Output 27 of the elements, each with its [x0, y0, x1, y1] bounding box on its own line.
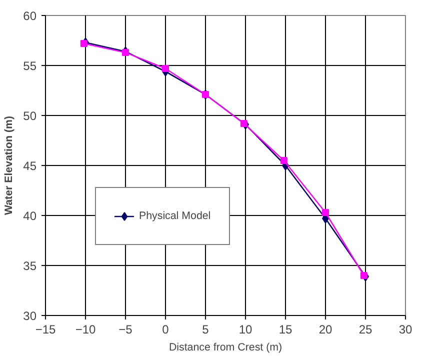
- x-tick-label: 15: [278, 322, 292, 336]
- y-tick-label: 40: [23, 209, 37, 223]
- point: [322, 209, 329, 216]
- y-tick-label: 60: [23, 9, 37, 23]
- point: [240, 120, 248, 127]
- x-axis-title: Distance from Crest (m): [168, 342, 282, 354]
- y-tick-label: 30: [23, 309, 37, 323]
- x-tick-label: 20: [318, 322, 332, 336]
- y-tick-label: 50: [23, 109, 37, 123]
- x-tick-label: 30: [398, 322, 412, 336]
- x-tick-label: −15: [35, 322, 56, 336]
- x-tick-label: 10: [238, 322, 252, 336]
- point: [280, 157, 288, 164]
- x-tick-label: 25: [358, 322, 372, 336]
- x-tick-label: 5: [202, 322, 210, 336]
- point: [360, 272, 368, 279]
- y-tick-label: 55: [23, 59, 37, 73]
- x-tick-label: 0: [162, 322, 170, 336]
- y-axis-title: Water Elevation (m): [3, 116, 16, 216]
- y-tick-label: 45: [23, 159, 37, 173]
- x-tick-label: −10: [75, 322, 96, 336]
- point: [162, 65, 169, 72]
- y-tick-label: 35: [23, 259, 37, 273]
- x-tick-label: −5: [118, 322, 133, 336]
- point: [80, 40, 88, 47]
- legend-label: Physical Model: [139, 210, 211, 222]
- point: [122, 49, 129, 56]
